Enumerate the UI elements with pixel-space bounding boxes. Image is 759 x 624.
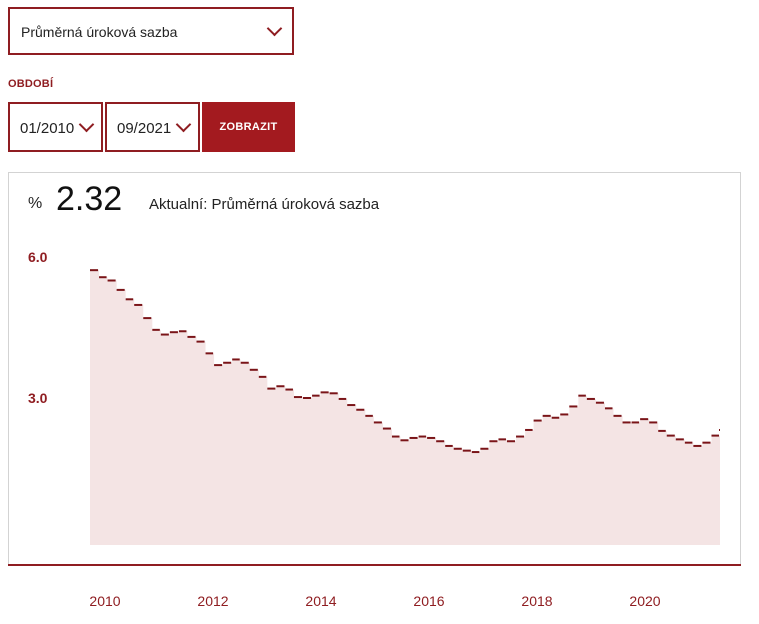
value-unit: % <box>28 195 43 212</box>
period-from-value: 01/2010 <box>20 120 75 137</box>
period-to-value: 09/2021 <box>117 120 172 137</box>
period-label: OBDOBÍ <box>8 78 54 90</box>
chart-area <box>90 270 720 545</box>
x-tick-label: 2016 <box>413 593 445 609</box>
x-tick-label: 2020 <box>629 593 661 609</box>
current-value: 2.32 <box>56 180 123 218</box>
y-tick-label: 3.0 <box>28 390 48 406</box>
x-axis-line <box>8 564 741 566</box>
period-from-select[interactable]: 01/2010 <box>8 102 103 152</box>
current-value-caption: Aktualní: Průměrná úroková sazba <box>149 196 380 213</box>
x-tick-label: 2014 <box>305 593 337 609</box>
x-tick-label: 2018 <box>521 593 553 609</box>
indicator-select-value: Průměrná úroková sazba <box>21 24 178 40</box>
show-button[interactable]: ZOBRAZIT <box>202 102 295 152</box>
period-to-select[interactable]: 09/2021 <box>105 102 200 152</box>
x-tick-label: 2010 <box>89 593 121 609</box>
y-tick-label: 6.0 <box>28 249 48 265</box>
indicator-select[interactable]: Průměrná úroková sazba <box>8 7 294 55</box>
x-tick-label: 2012 <box>197 593 229 609</box>
